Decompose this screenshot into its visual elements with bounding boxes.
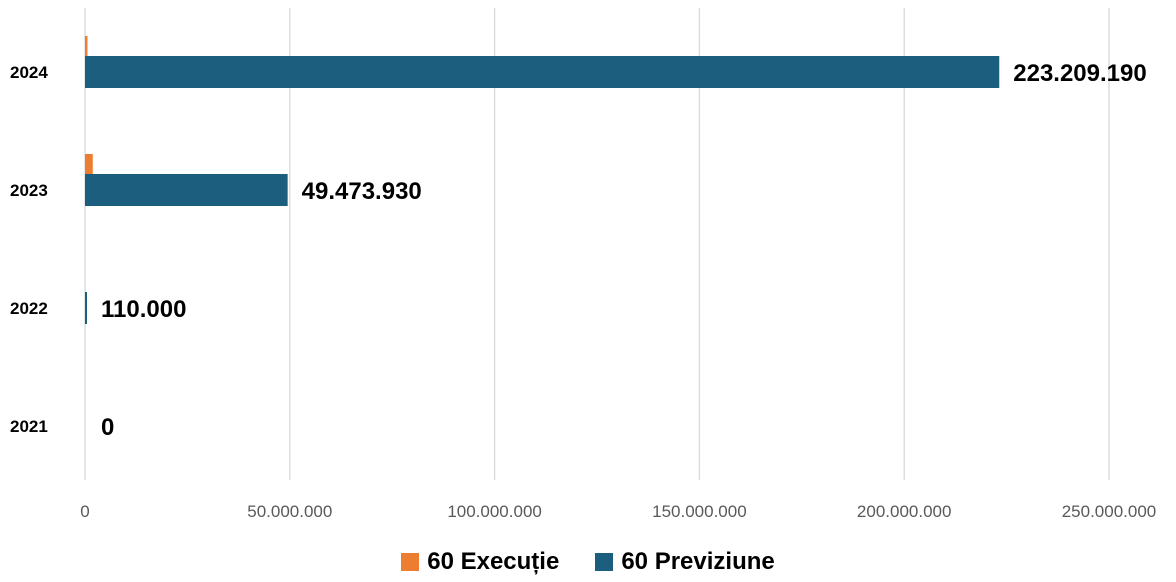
x-tick-label: 250.000.000 <box>1062 502 1157 521</box>
data-label-forecast: 110.000 <box>101 296 186 323</box>
category-label: 2023 <box>10 181 48 200</box>
legend-swatch-forecast <box>595 553 614 571</box>
category-labels: 2024 2023 2022 2021 <box>10 63 48 436</box>
bar-forecast <box>85 174 288 206</box>
x-tick-label: 200.000.000 <box>857 502 952 521</box>
x-tick-label: 50.000.000 <box>247 502 332 521</box>
data-label-forecast: 223.209.190 <box>1013 60 1146 87</box>
legend-swatch-execution <box>401 553 420 571</box>
legend-label-forecast: 60 Previziune <box>621 548 775 575</box>
bar-execution <box>85 36 88 56</box>
legend-item-forecast: 60 Previziune <box>595 548 775 576</box>
legend-label-execution: 60 Execuție <box>427 548 560 575</box>
bar-forecast <box>85 56 1000 88</box>
x-tick-label: 150.000.000 <box>652 502 747 521</box>
data-label-forecast: 49.473.930 <box>302 178 422 205</box>
category-label: 2022 <box>10 299 48 318</box>
bars <box>85 36 1000 324</box>
legend: 60 Execuție 60 Previziune <box>0 548 1176 576</box>
x-tick-label: 0 <box>80 502 89 521</box>
category-label: 2021 <box>10 417 48 436</box>
bar-forecast <box>85 292 87 324</box>
x-tick-label: 100.000.000 <box>447 502 542 521</box>
bar-execution <box>85 154 93 174</box>
data-labels: 223.209.190 49.473.930 110.000 0 <box>101 60 1147 441</box>
legend-item-execution: 60 Execuție <box>401 548 559 576</box>
data-label-forecast: 0 <box>101 414 114 441</box>
x-tick-labels: 0 50.000.000 100.000.000 150.000.000 200.000… <box>80 502 1156 521</box>
category-label: 2024 <box>10 63 48 82</box>
